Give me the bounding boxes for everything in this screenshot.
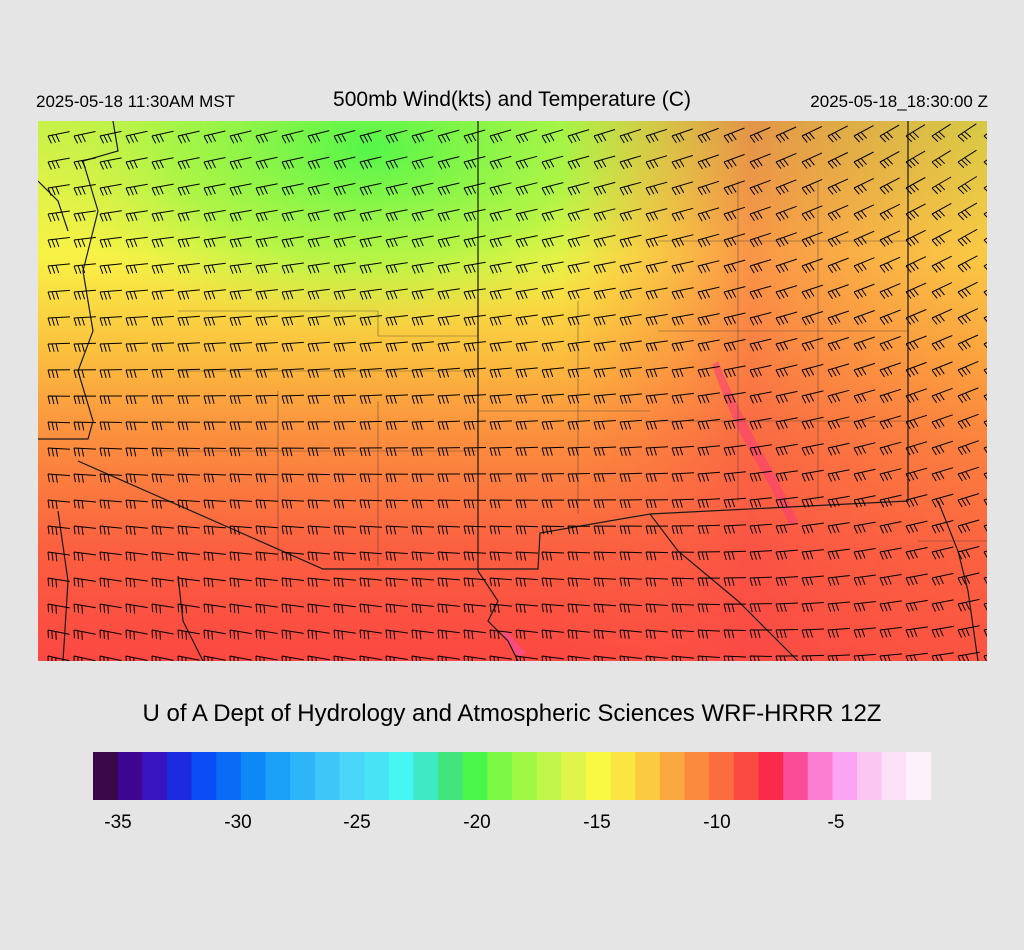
color-scale-cell (758, 752, 784, 800)
color-scale-cell (832, 752, 858, 800)
color-scale-tick-label: -30 (224, 812, 252, 833)
color-scale-cell (364, 752, 390, 800)
color-scale-bar (93, 752, 931, 800)
color-scale-cell (635, 752, 661, 800)
color-scale-cell (857, 752, 883, 800)
color-scale-cell (561, 752, 587, 800)
color-scale-cell (709, 752, 735, 800)
color-scale-cell (388, 752, 414, 800)
temperature-wind-map (38, 121, 987, 661)
color-scale-cell (881, 752, 907, 800)
color-scale-cell (93, 752, 119, 800)
color-scale-ticks: -35 -30 -25 -20 -15 -10 -5 (0, 812, 1024, 842)
color-scale-cell (240, 752, 267, 800)
color-scale-cell (462, 752, 488, 800)
color-scale-tick-label: -5 (827, 812, 845, 833)
chart-title: 500mb Wind(kts) and Temperature (C) (333, 88, 691, 111)
color-scale-cell (314, 752, 340, 800)
color-scale-cell (487, 752, 513, 800)
color-scale-cell (438, 752, 464, 800)
color-scale-cell (142, 752, 168, 800)
color-scale-cell (166, 752, 193, 800)
color-scale-cell (117, 752, 143, 800)
valid-time-label: 2025-05-18_18:30:00 Z (810, 92, 988, 111)
color-scale-cell (536, 752, 562, 800)
state-boundaries (38, 121, 979, 661)
color-scale-cell (659, 752, 686, 800)
credit-label: U of A Dept of Hydrology and Atmospheric… (142, 700, 882, 727)
color-scale-cell (906, 752, 931, 800)
color-scale-cell (512, 752, 538, 800)
color-scale-cell (684, 752, 710, 800)
color-scale-tick-label: -10 (703, 812, 731, 833)
color-scale-cell (733, 752, 759, 800)
color-scale-cell (191, 752, 217, 800)
color-scale-cell (585, 752, 612, 800)
color-scale-tick-label: -25 (343, 812, 371, 833)
color-scale-tick-label: -35 (104, 812, 132, 833)
color-scale-cell (610, 752, 636, 800)
color-scale-cell (265, 752, 291, 800)
color-scale-cell (807, 752, 833, 800)
color-scale-cell (216, 752, 242, 800)
color-scale-cell (783, 752, 809, 800)
local-time-label: 2025-05-18 11:30AM MST (36, 92, 236, 111)
color-scale-tick-label: -15 (583, 812, 611, 833)
color-scale-tick-label: -20 (463, 812, 491, 833)
color-scale-cell (339, 752, 365, 800)
color-scale-cell (413, 752, 439, 800)
color-scale-cell (290, 752, 316, 800)
